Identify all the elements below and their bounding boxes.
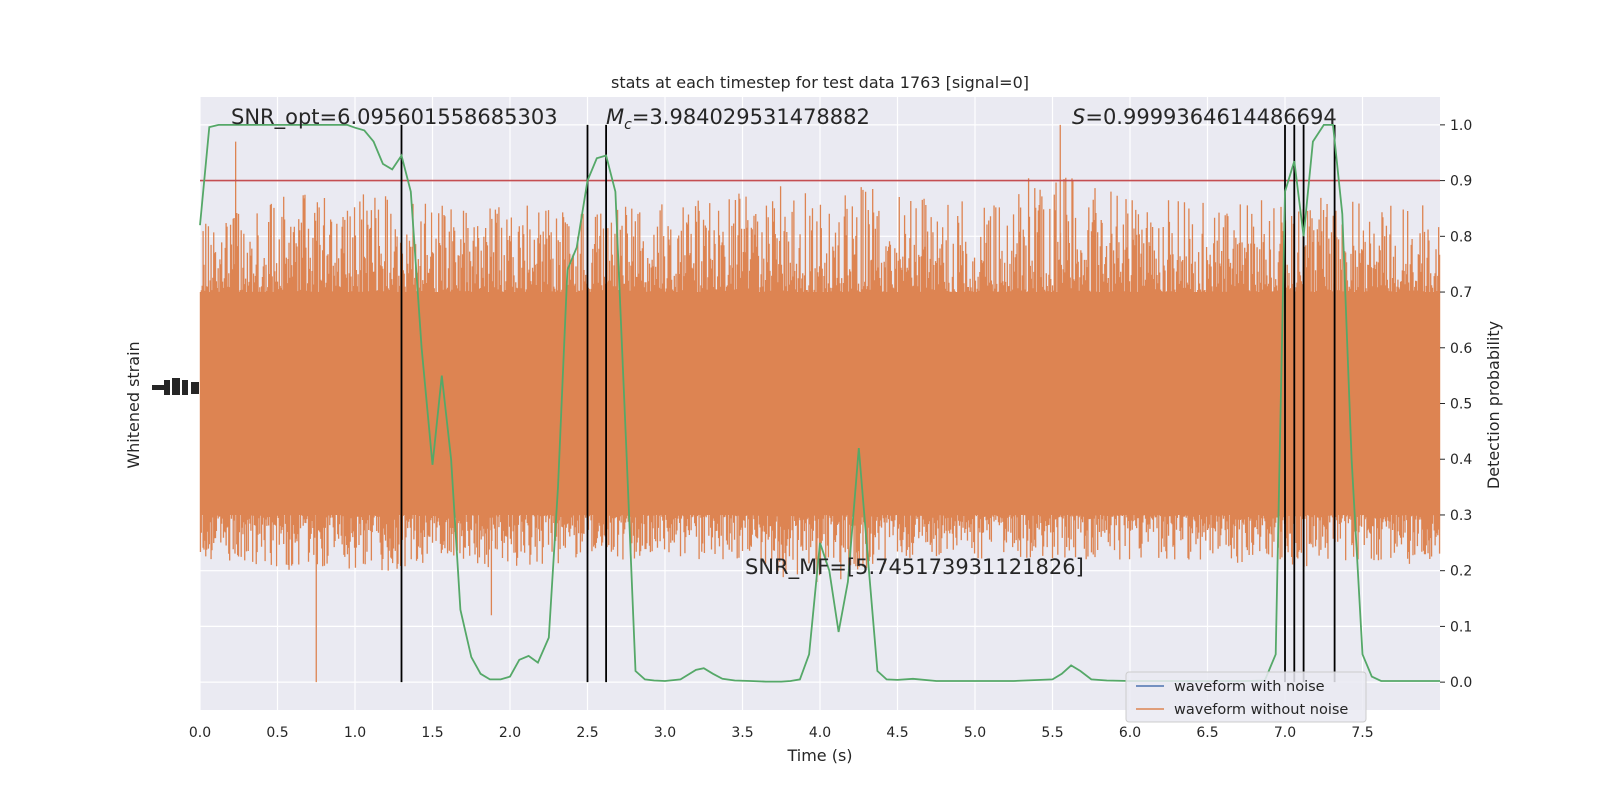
strain-noise-spikes: [199, 124, 1441, 683]
left-axis-overlapping-ticks: [152, 378, 199, 395]
legend-label-waveform-with-noise: waveform with noise: [1174, 679, 1325, 695]
x-tick-label: 0.5: [266, 725, 288, 741]
y-tick-label: 0.7: [1450, 285, 1472, 301]
x-tick-label: 4.5: [886, 725, 908, 741]
x-tick-label: 2.0: [499, 725, 521, 741]
plot-area: [199, 97, 1441, 710]
strain-series: [199, 124, 1441, 683]
x-tick-label: 6.0: [1119, 725, 1141, 741]
x-tick-label: 1.0: [344, 725, 366, 741]
x-axis-label: Time (s): [786, 746, 852, 765]
legend: waveform with noise waveform without noi…: [1125, 671, 1367, 723]
x-tick-label: 1.5: [421, 725, 443, 741]
y-tick-label: 0.5: [1450, 397, 1472, 413]
y-tick-label: 0.4: [1450, 452, 1472, 468]
x-tick-label: 3.5: [731, 725, 753, 741]
y-tick-label: 0.2: [1450, 564, 1472, 580]
y-tick-label: 1.0: [1450, 118, 1472, 134]
y-axis-right-ticks: 0.0 0.1 0.2 0.3 0.4 0.5 0.6 0.7 0.8 0.9 1.0: [1440, 118, 1472, 691]
y-axis-right-label: Detection probability: [1484, 321, 1503, 489]
y-tick-label: 0.1: [1450, 619, 1472, 635]
x-tick-label: 4.0: [809, 725, 831, 741]
y-tick-label: 0.8: [1450, 229, 1472, 245]
x-tick-label: 7.0: [1274, 725, 1296, 741]
legend-label-waveform-without-noise: waveform without noise: [1174, 702, 1348, 718]
y-tick-label: 0.9: [1450, 174, 1472, 190]
x-tick-label: 5.5: [1041, 725, 1063, 741]
snr-mf-annotation: SNR_MF=[5.745173931121826]: [745, 555, 1084, 580]
x-tick-label: 3.0: [654, 725, 676, 741]
legend-box: [1125, 671, 1367, 723]
chart-title: stats at each timestep for test data 176…: [611, 73, 1029, 92]
s-statistic-annotation: S=0.9999364614486694: [1072, 105, 1337, 129]
y-tick-label: 0.3: [1450, 508, 1472, 524]
snr-opt-annotation: SNR_opt=6.095601558685303: [231, 105, 558, 130]
x-tick-label: 5.0: [964, 725, 986, 741]
vertical-markers: [400, 124, 1336, 683]
chirp-mass-annotation: Mc=3.984029531478882: [606, 105, 870, 133]
y-axis-left-label: Whitened strain: [124, 341, 143, 468]
x-tick-label: 2.5: [576, 725, 598, 741]
x-tick-label: 7.5: [1351, 725, 1373, 741]
x-tick-label: 0.0: [189, 725, 211, 741]
x-axis-ticks: 0.0 0.5 1.0 1.5 2.0 2.5 3.0 3.5 4.0 4.5 5.0 5.5 6.0 6…: [189, 725, 1374, 741]
x-tick-label: 6.5: [1196, 725, 1218, 741]
y-tick-label: 0.0: [1450, 675, 1472, 691]
y-tick-label: 0.6: [1450, 341, 1472, 357]
